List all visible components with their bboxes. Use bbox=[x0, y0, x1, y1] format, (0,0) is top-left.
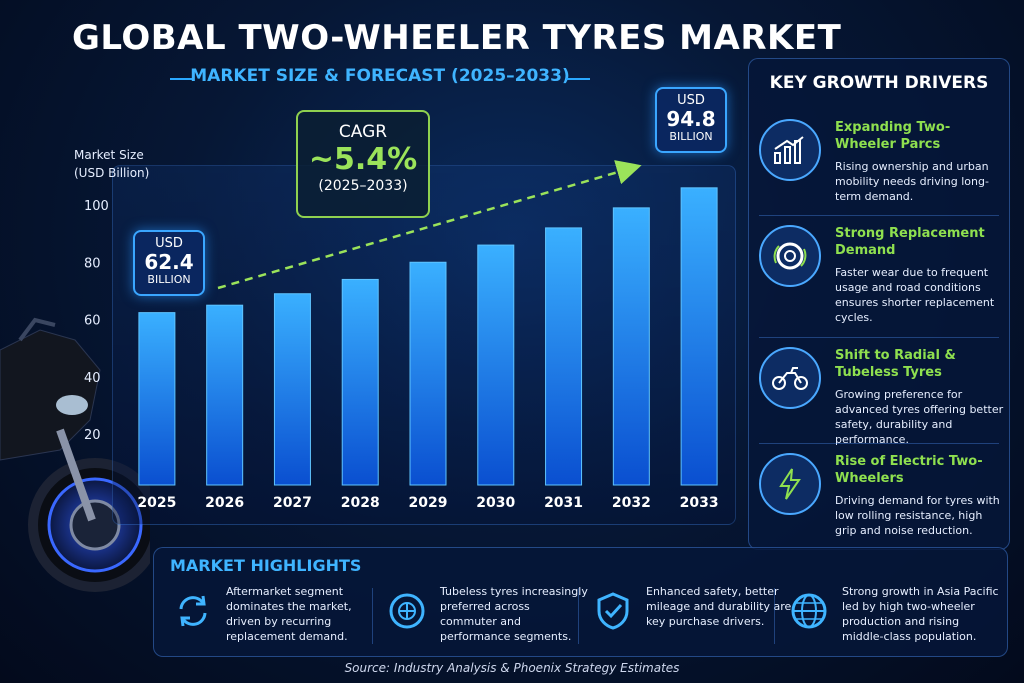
y-tick-label: 20 bbox=[84, 428, 101, 443]
bar-2028 bbox=[341, 278, 379, 486]
x-tick-label: 2028 bbox=[341, 495, 380, 511]
x-tick-label: 2027 bbox=[273, 495, 312, 511]
bar-2025 bbox=[138, 312, 176, 486]
drivers-title: KEY GROWTH DRIVERS bbox=[769, 73, 989, 93]
highlights-title: MARKET HIGHLIGHTS bbox=[170, 556, 362, 575]
y-tick-label: 80 bbox=[84, 256, 101, 271]
x-tick-label: 2031 bbox=[544, 495, 583, 511]
bar-2026 bbox=[206, 304, 244, 486]
x-tick-label: 2030 bbox=[476, 495, 515, 511]
lightning-icon bbox=[759, 453, 821, 515]
chart-subtitle: MARKET SIZE & FORECAST (2025–2033) bbox=[190, 66, 570, 86]
growth-drivers-panel: KEY GROWTH DRIVERS Expanding Two-Wheeler… bbox=[748, 58, 1010, 550]
motorcycle-illustration bbox=[0, 317, 150, 592]
market-highlights-panel: MARKET HIGHLIGHTS Aftermarket segment do… bbox=[153, 547, 1008, 657]
subtitle-block: MARKET SIZE & FORECAST (2025–2033) bbox=[170, 66, 590, 92]
refresh-icon bbox=[170, 588, 216, 634]
x-tick-label: 2032 bbox=[612, 495, 651, 511]
page-title: GLOBAL TWO-WHEELER TYRES MARKET bbox=[72, 18, 842, 58]
y-tick-label: 60 bbox=[84, 314, 101, 329]
growth-chart-icon bbox=[759, 119, 821, 181]
y-tick-label: 40 bbox=[84, 371, 101, 386]
end-value-callout: USD 94.8 BILLION bbox=[655, 87, 727, 153]
bar-2033 bbox=[680, 187, 718, 486]
x-tick-label: 2029 bbox=[409, 495, 448, 511]
x-tick-label: 2033 bbox=[680, 495, 719, 511]
tyre-icon bbox=[384, 588, 430, 634]
bar-2027 bbox=[273, 293, 311, 486]
bar-2032 bbox=[612, 207, 650, 486]
x-tick-label: 2026 bbox=[205, 495, 244, 511]
cagr-period: (2025–2033) bbox=[318, 178, 408, 194]
y-axis-label: Market Size (USD Billion) bbox=[74, 148, 150, 180]
start-value-callout: USD 62.4 BILLION bbox=[133, 230, 205, 296]
cagr-label: CAGR bbox=[338, 122, 388, 142]
source-note: Source: Industry Analysis & Phoenix Stra… bbox=[344, 661, 680, 675]
shield-check-icon bbox=[590, 588, 636, 634]
tyre-replace-icon bbox=[759, 225, 821, 287]
cagr-value: ~5.4% bbox=[308, 142, 418, 177]
bar-2029 bbox=[409, 261, 447, 486]
motorcycle-icon bbox=[759, 347, 821, 409]
cagr-box: CAGR ~5.4% (2025–2033) bbox=[296, 110, 430, 218]
globe-icon bbox=[786, 588, 832, 634]
bar-2031 bbox=[545, 227, 583, 486]
trend-arrow bbox=[217, 160, 642, 290]
y-tick-label: 100 bbox=[84, 199, 109, 214]
x-tick-label: 2025 bbox=[137, 495, 176, 511]
bar-2030 bbox=[477, 244, 515, 486]
